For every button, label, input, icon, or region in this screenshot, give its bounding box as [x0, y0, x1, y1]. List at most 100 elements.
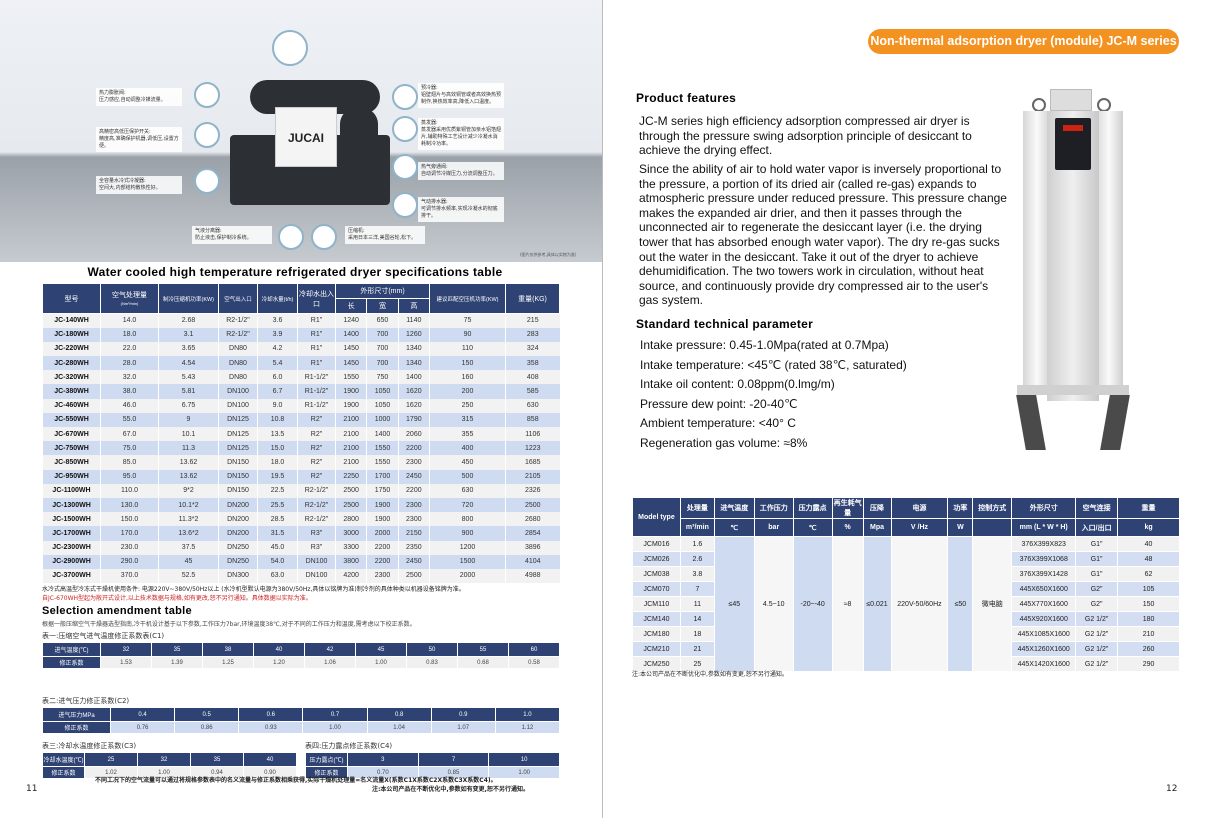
component-callout: 高精密高低压保护开关: 精度高,准确保护机器,调低压,设置方便。 [96, 127, 182, 152]
table-cell: 283 [505, 327, 560, 342]
table-cell: 28.5 [257, 512, 298, 527]
key-cell: 7 [417, 752, 490, 767]
table-cell: 6.7 [257, 384, 298, 399]
table-cell: 315 [429, 412, 506, 427]
table-cell: 28.0 [100, 356, 159, 371]
table-cell: 1900 [334, 398, 367, 413]
table-cell: 110.0 [100, 483, 159, 498]
table-cell: 2060 [397, 427, 430, 442]
weight-cell: 290 [1117, 656, 1180, 672]
table-cell: 4.54 [158, 356, 219, 371]
brand-logo: JUCAI [275, 107, 337, 167]
callout-text: 可调节排水频率,实现冷凝水的彻底排干。 [421, 206, 498, 219]
row-label: 进气温度(℃) [42, 642, 101, 657]
model-cell: JCM016 [632, 536, 681, 552]
table-cell: 25.5 [257, 497, 298, 513]
c1-table: 进气温度(℃) 32 35 38 40 42 45 50 55 60 修正系数 1.53 1.39 1.2… [42, 642, 560, 669]
flow-cell: 18 [679, 626, 715, 642]
table-row: JC-460WH 46.0 6.75 DN100 9.0 R1-1/2" 1900 1050 1… [42, 398, 560, 413]
weight-cell: 105 [1117, 581, 1180, 597]
value-cell: 0.58 [508, 656, 560, 669]
value-cell: 1.12 [494, 721, 561, 734]
component-thumbnail [392, 154, 418, 180]
value-cell: 0.83 [406, 656, 458, 669]
table-cell: 1550 [366, 441, 399, 456]
dimension-cell: 445X920X1600 [1011, 611, 1077, 627]
table-row: JCM038 3.8 376X399X1428 G1" 62 [632, 566, 1180, 582]
features-paragraph-1: JC-M series high efficiency adsorption c… [639, 114, 972, 158]
col-header: 处理量 [679, 497, 715, 519]
row-label: 进气压力MPa [42, 707, 111, 722]
table-cell: 1620 [397, 384, 430, 399]
table-cell: R1" [297, 313, 336, 328]
value-cell: 0.94 [190, 766, 244, 779]
row-label: 修正系数 [42, 721, 111, 734]
table-cell: 32.0 [100, 370, 159, 385]
table-cell: 150.0 [100, 512, 159, 527]
callout-text: 空间大,内部结构散热性好。 [99, 185, 161, 191]
component-thumbnail [392, 84, 418, 110]
col-header: 外形尺寸 [1011, 497, 1077, 519]
table-cell: 900 [429, 526, 506, 541]
shared-cell: ≤50 [947, 536, 974, 672]
table-cell: 1900 [366, 512, 399, 527]
table-cell: 3.9 [257, 327, 298, 342]
component-callout: 压缩机: 采用日本三洋,美国谷轮,松下。 [345, 226, 425, 244]
table-cell: 150 [429, 356, 506, 371]
table-cell: 31.5 [257, 526, 298, 541]
dimension-cell: 376X399X823 [1011, 536, 1077, 552]
table-cell: 630 [505, 398, 560, 413]
col-header: 外形尺寸(mm) [335, 283, 430, 299]
table-cell: 1750 [366, 483, 399, 498]
component-callout: 热力膨胀阀: 压力感应,自动调整冷媒流量。 [96, 88, 182, 106]
table-cell: 45.0 [257, 540, 298, 555]
table-cell: 13.62 [158, 469, 219, 484]
c2-title: 表二:进气压力修正系数(C2) [42, 697, 130, 705]
table-cell: R2" [297, 441, 336, 456]
col-header: 建议匹配空压机功率(KW) [429, 283, 506, 314]
table-cell: 10.1*2 [158, 497, 219, 513]
table-cell: DN100 [297, 554, 336, 569]
table-cell: 2500 [505, 497, 560, 513]
table-row: JCM016 1.6 ≤45 4.5~10 -20~-40 ≈8 ≤0.021 220V-50… [632, 536, 1180, 672]
table-cell: 2250 [334, 469, 367, 484]
value-cell: 0.93 [238, 721, 304, 734]
component-callout: 气动排水器: 可调节排水频率,实现冷凝水的彻底排干。 [418, 197, 504, 222]
callout-title: 压缩机: [348, 228, 365, 234]
table-cell: 13.6*2 [158, 526, 219, 541]
c3-table: 冷却水温度(℃) 25 32 35 40 修正系数 1.02 1.00 0.94 0.90 [42, 752, 297, 779]
table-cell: 4200 [334, 568, 367, 584]
table-row: JC-1100WH 110.0 9*2 DN150 22.5 R2-1/2" 2500 175… [42, 483, 560, 498]
table-cell: R2-1/2" [297, 512, 336, 527]
flow-cell: 14 [679, 611, 715, 627]
table-cell: DN100 [218, 398, 258, 413]
table-cell: JC-140WH [42, 313, 101, 328]
table-cell: 800 [429, 512, 506, 527]
table-cell: JC-380WH [42, 384, 101, 399]
c1-title: 表一:压缩空气进气温度修正系数表(C1) [42, 632, 165, 640]
flow-cell: 1.6 [679, 536, 715, 552]
table-row: JC-1700WH 170.0 13.6*2 DN200 31.5 R3" 3000 2000… [42, 526, 560, 541]
value-cell: 0.90 [243, 766, 297, 779]
table-cell: R2" [297, 427, 336, 442]
component-callout: 气液分离器: 防止液击,保护制冷系统。 [192, 226, 272, 244]
callout-text: 自动调节冷媒压力,分流调整压力。 [421, 171, 498, 177]
col-header: 空气出入口 [218, 283, 258, 314]
table-cell: 11.3 [158, 441, 219, 456]
shared-cell: 220V-50/60Hz [890, 536, 949, 672]
table-cell: 10.1 [158, 427, 219, 442]
table-cell: DN250 [218, 540, 258, 555]
table-cell: 585 [505, 384, 560, 399]
table-cell: 2200 [366, 554, 399, 569]
table-cell: R3" [297, 526, 336, 541]
dimension-cell: 445X1260X1600 [1011, 641, 1077, 657]
table-cell: 1140 [397, 313, 430, 328]
key-cell: 35 [190, 752, 244, 767]
key-cell: 3 [347, 752, 419, 767]
table-cell: 2.68 [158, 313, 219, 328]
key-cell: 0.7 [302, 707, 368, 722]
key-cell: 38 [202, 642, 254, 657]
col-header: 长 [334, 298, 368, 314]
table-cell: 630 [429, 483, 506, 498]
table-cell: 858 [505, 412, 560, 427]
